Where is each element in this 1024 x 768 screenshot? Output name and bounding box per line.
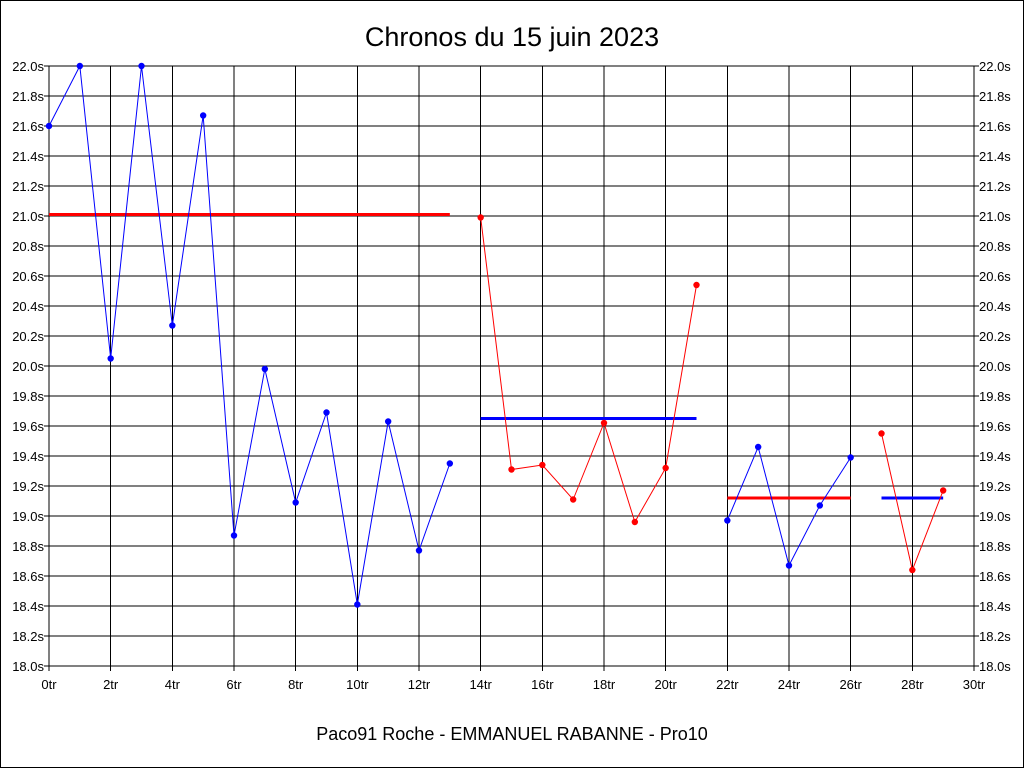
y-tick-label-right: 19.0s bbox=[979, 509, 1011, 524]
data-point bbox=[446, 460, 454, 467]
data-point bbox=[76, 62, 84, 70]
plot-area-border bbox=[48, 65, 975, 667]
x-tick-label: 12tr bbox=[408, 677, 431, 692]
data-point bbox=[415, 547, 423, 554]
x-tick-label: 4tr bbox=[165, 677, 181, 692]
y-tick-label-right: 20.4s bbox=[979, 299, 1011, 314]
data-point bbox=[354, 601, 361, 608]
y-tick-label-right: 19.4s bbox=[979, 449, 1011, 464]
y-tick-label-right: 20.2s bbox=[979, 329, 1011, 344]
y-tick-label-left: 18.2s bbox=[12, 629, 44, 644]
y-tick-label-right: 18.6s bbox=[979, 569, 1011, 584]
data-point bbox=[261, 365, 269, 373]
x-tick-label: 22tr bbox=[716, 677, 739, 692]
data-point bbox=[569, 496, 577, 503]
x-tick-label: 30tr bbox=[963, 677, 986, 692]
data-point bbox=[384, 418, 392, 425]
x-tick-label: 14tr bbox=[469, 677, 492, 692]
x-tick-label: 10tr bbox=[346, 677, 369, 692]
y-tick-label-right: 18.2s bbox=[979, 629, 1011, 644]
data-point bbox=[631, 518, 639, 526]
y-tick-label-right: 20.8s bbox=[979, 239, 1011, 254]
data-point bbox=[693, 281, 700, 289]
data-point bbox=[600, 419, 608, 427]
y-tick-label-right: 21.8s bbox=[979, 89, 1011, 104]
y-tick-label-right: 21.6s bbox=[979, 119, 1011, 134]
y-tick-label-left: 19.4s bbox=[12, 449, 44, 464]
data-point bbox=[477, 214, 484, 221]
x-tick-label: 16tr bbox=[531, 677, 554, 692]
x-tick-label: 18tr bbox=[593, 677, 616, 692]
data-point bbox=[939, 487, 947, 494]
y-tick-label-right: 20.0s bbox=[979, 359, 1011, 374]
y-tick-label-right: 22.0s bbox=[979, 59, 1011, 74]
x-tick-label: 28tr bbox=[901, 677, 924, 692]
data-point bbox=[199, 112, 207, 119]
y-tick-label-left: 18.8s bbox=[12, 539, 44, 554]
y-tick-label-left: 19.2s bbox=[12, 479, 44, 494]
series-line bbox=[48, 64, 451, 605]
y-tick-label-left: 20.8s bbox=[12, 239, 44, 254]
y-tick-label-left: 21.2s bbox=[12, 179, 44, 194]
y-tick-label-right: 20.6s bbox=[979, 269, 1011, 284]
data-point bbox=[785, 562, 793, 569]
x-tick-label: 26tr bbox=[839, 677, 862, 692]
y-tick-label-left: 21.6s bbox=[12, 119, 44, 134]
data-point bbox=[724, 517, 731, 524]
x-tick-label: 0tr bbox=[41, 677, 57, 692]
x-tick-label: 20tr bbox=[654, 677, 677, 692]
data-point bbox=[878, 430, 885, 437]
y-tick-label-right: 21.2s bbox=[979, 179, 1011, 194]
data-point bbox=[138, 62, 145, 70]
x-tick-label: 2tr bbox=[103, 677, 119, 692]
y-tick-label-left: 21.0s bbox=[12, 209, 44, 224]
y-tick-label-left: 18.0s bbox=[12, 659, 44, 674]
y-tick-label-left: 21.4s bbox=[12, 149, 44, 164]
data-point bbox=[909, 566, 916, 574]
y-tick-label-right: 19.8s bbox=[979, 389, 1011, 404]
data-point bbox=[169, 322, 176, 329]
data-point bbox=[754, 443, 762, 451]
data-point bbox=[662, 464, 669, 472]
data-point bbox=[847, 454, 854, 461]
chart-title: Chronos du 15 juin 2023 bbox=[365, 22, 659, 52]
data-point bbox=[816, 502, 824, 509]
y-tick-label-right: 18.8s bbox=[979, 539, 1011, 554]
data-point bbox=[323, 409, 330, 416]
y-tick-label-right: 21.4s bbox=[979, 149, 1011, 164]
data-point bbox=[45, 122, 53, 130]
data-point bbox=[230, 532, 238, 539]
y-tick-label-right: 18.0s bbox=[979, 659, 1011, 674]
y-tick-label-left: 20.2s bbox=[12, 329, 44, 344]
y-tick-label-right: 19.6s bbox=[979, 419, 1011, 434]
data-point bbox=[539, 461, 546, 469]
y-tick-label-left: 18.6s bbox=[12, 569, 44, 584]
y-tick-label-left: 18.4s bbox=[12, 599, 44, 614]
y-tick-label-right: 21.0s bbox=[979, 209, 1011, 224]
data-point bbox=[292, 499, 299, 506]
y-tick-label-left: 21.8s bbox=[12, 89, 44, 104]
y-tick-label-left: 19.8s bbox=[12, 389, 44, 404]
y-tick-label-right: 19.2s bbox=[979, 479, 1011, 494]
data-point bbox=[107, 355, 114, 362]
data-point bbox=[508, 466, 515, 473]
x-tick-label: 6tr bbox=[226, 677, 242, 692]
y-tick-label-right: 18.4s bbox=[979, 599, 1011, 614]
y-tick-label-left: 20.4s bbox=[12, 299, 44, 314]
y-tick-label-left: 20.6s bbox=[12, 269, 44, 284]
y-tick-label-left: 19.6s bbox=[12, 419, 44, 434]
x-axis-label: Paco91 Roche - EMMANUEL RABANNE - Pro10 bbox=[316, 724, 707, 744]
y-tick-label-left: 22.0s bbox=[12, 59, 44, 74]
y-tick-label-left: 20.0s bbox=[12, 359, 44, 374]
x-tick-label: 8tr bbox=[288, 677, 304, 692]
series-line bbox=[480, 217, 697, 524]
x-tick-label: 24tr bbox=[778, 677, 801, 692]
y-tick-label-left: 19.0s bbox=[12, 509, 44, 524]
